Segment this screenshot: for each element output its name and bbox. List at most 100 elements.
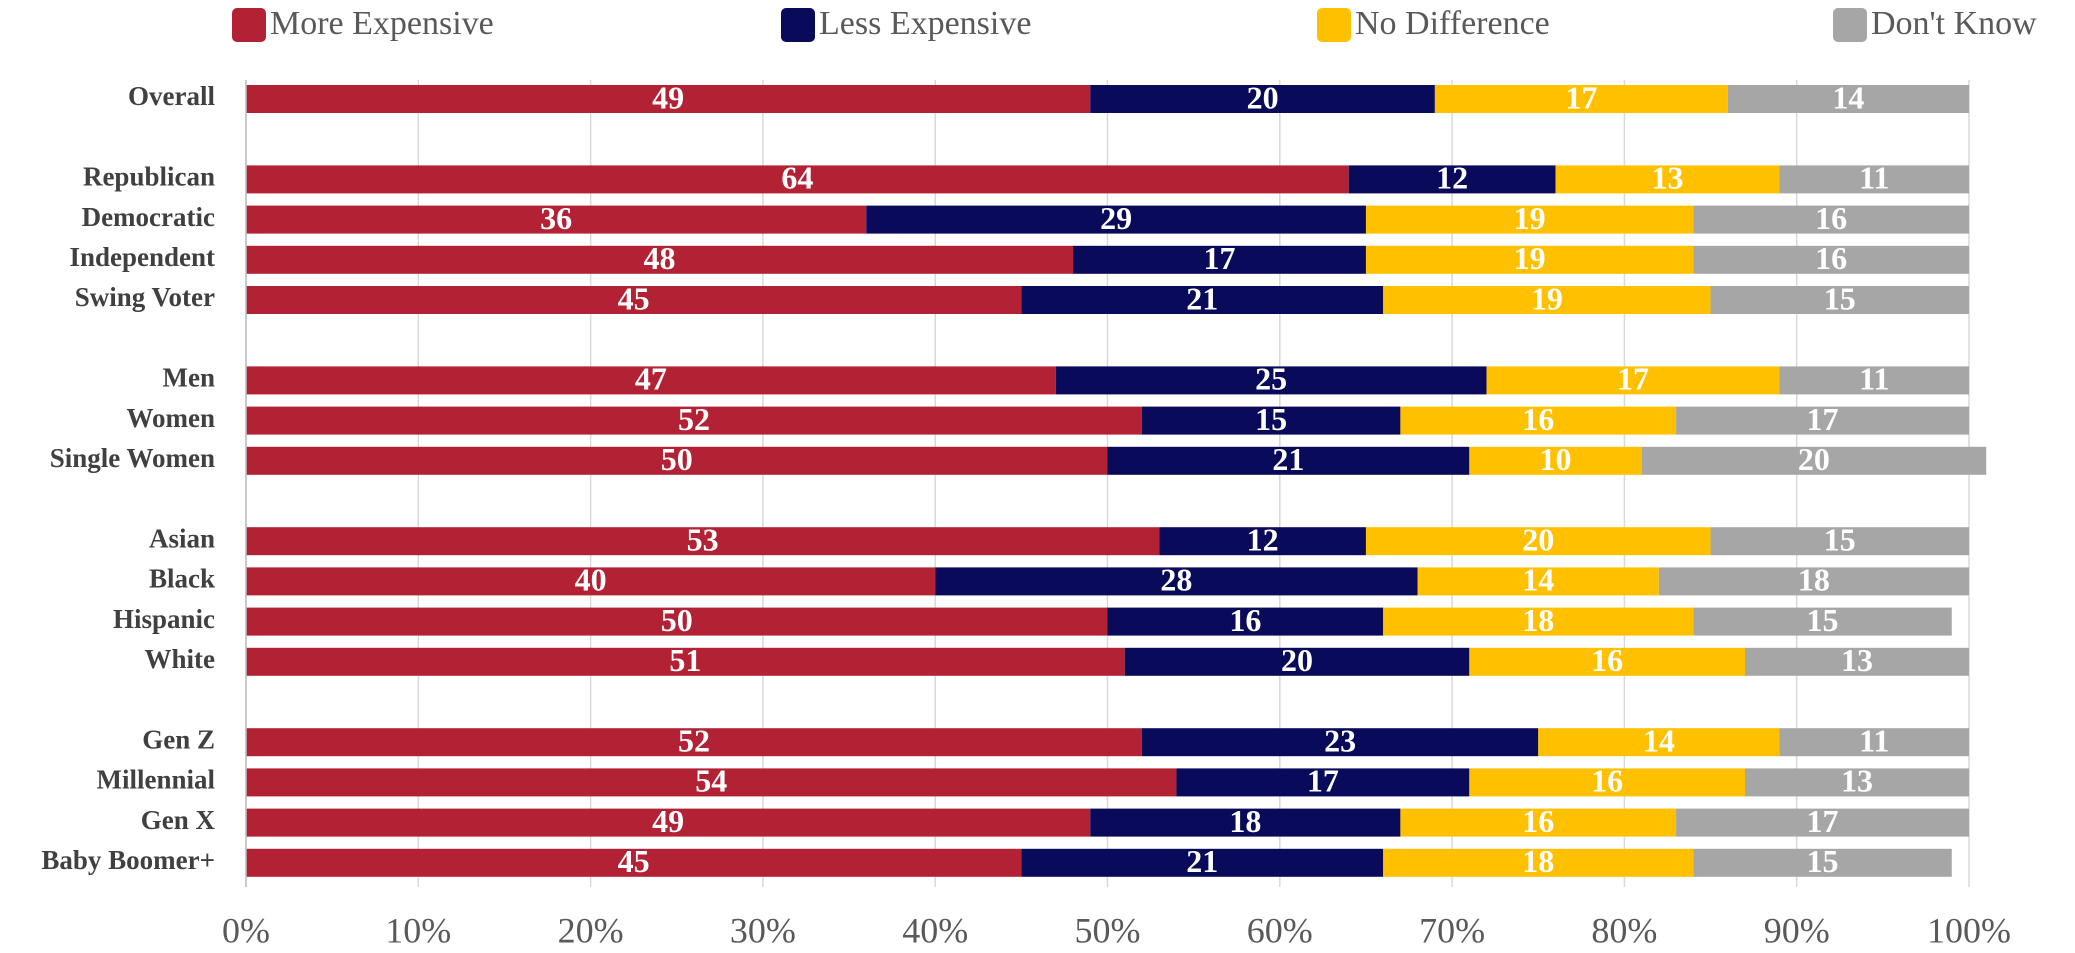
- bar-segment: [1348, 165, 1556, 194]
- data-label: 21: [1186, 843, 1218, 879]
- data-label: 15: [1824, 280, 1856, 316]
- data-label: 50: [661, 441, 693, 477]
- bar-segment: [1693, 848, 1952, 877]
- x-tick-label: 90%: [1764, 910, 1830, 950]
- data-label: 18: [1522, 843, 1554, 879]
- bar-segment: [1021, 848, 1384, 877]
- bar-segment: [866, 205, 1366, 234]
- x-tick-label: 80%: [1591, 910, 1657, 950]
- y-tick-label: Overall: [128, 81, 215, 111]
- x-tick-label: 60%: [1247, 910, 1313, 950]
- bar-segment: [1693, 205, 1969, 234]
- y-tick-label: Asian: [149, 523, 215, 553]
- data-label: 51: [669, 642, 701, 678]
- bar-segment: [1124, 647, 1470, 676]
- bar-segment: [1779, 728, 1969, 757]
- bar-segment: [1710, 286, 1969, 314]
- y-tick-label: Independent: [69, 242, 215, 272]
- bar-segment: [1021, 286, 1384, 314]
- data-label: 20: [1798, 441, 1830, 477]
- bar-segment: [1107, 607, 1384, 636]
- y-tick-label: White: [145, 644, 216, 674]
- data-label: 15: [1807, 843, 1839, 879]
- data-label: 17: [1307, 763, 1339, 799]
- legend-label: Less Expensive: [819, 5, 1031, 42]
- bar-segment: [246, 85, 1091, 113]
- bar-segment: [1538, 728, 1780, 757]
- bar-segment: [1469, 446, 1642, 475]
- y-tick-label: Black: [149, 564, 215, 594]
- bar-segment: [1365, 245, 1694, 274]
- bar-segment: [246, 165, 1349, 194]
- bar-segment: [246, 205, 867, 234]
- bar-segment: [1469, 768, 1746, 797]
- bar-segment: [1555, 165, 1780, 194]
- bar-segment: [1383, 286, 1711, 314]
- data-label: 12: [1247, 522, 1279, 558]
- data-label: 40: [575, 562, 607, 598]
- data-label: 11: [1859, 361, 1889, 397]
- y-tick-label: Gen Z: [142, 724, 215, 754]
- data-label: 54: [695, 763, 727, 799]
- data-label: 12: [1436, 160, 1468, 196]
- bar-segment: [246, 647, 1125, 676]
- bar-segment: [1400, 808, 1677, 837]
- data-label: 13: [1651, 160, 1683, 196]
- data-label: 11: [1859, 160, 1889, 196]
- data-label: 49: [652, 803, 684, 839]
- bar-segment: [1710, 527, 1969, 556]
- data-label: 23: [1324, 723, 1356, 759]
- bar-segment: [1090, 808, 1401, 837]
- legend-swatch: [1833, 8, 1867, 42]
- data-label: 18: [1229, 803, 1261, 839]
- y-tick-label: Democratic: [82, 202, 215, 232]
- legend-label: Don't Know: [1871, 5, 2037, 42]
- data-label: 50: [661, 602, 693, 638]
- data-label: 20: [1247, 79, 1279, 115]
- data-label: 16: [1815, 240, 1847, 276]
- y-tick-label: Baby Boomer+: [41, 845, 215, 875]
- y-tick-label: Women: [126, 403, 215, 433]
- x-tick-label: 100%: [1927, 910, 2011, 950]
- data-label: 25: [1255, 361, 1287, 397]
- x-tick-label: 50%: [1075, 910, 1141, 950]
- bar-segment: [246, 527, 1160, 556]
- data-label: 20: [1522, 522, 1554, 558]
- bar-segment: [1676, 808, 1969, 837]
- y-tick-label: Swing Voter: [75, 282, 215, 312]
- bar-segment: [246, 366, 1056, 395]
- data-label: 17: [1203, 240, 1235, 276]
- data-label: 19: [1514, 200, 1546, 236]
- bar-segment: [246, 567, 936, 596]
- data-label: 18: [1798, 562, 1830, 598]
- bar-segment: [1693, 607, 1952, 636]
- data-label: 64: [781, 160, 813, 196]
- x-tick-label: 70%: [1419, 910, 1485, 950]
- bar-segment: [1383, 848, 1694, 877]
- data-label: 16: [1522, 401, 1554, 437]
- bar-segment: [246, 848, 1022, 877]
- legend-swatch: [232, 8, 266, 42]
- data-label: 48: [644, 240, 676, 276]
- bar-segment: [1469, 647, 1746, 676]
- data-label: 21: [1272, 441, 1304, 477]
- data-label: 52: [678, 723, 710, 759]
- bar-segment: [1641, 446, 1987, 475]
- data-label: 17: [1807, 401, 1839, 437]
- bar-segment: [1693, 245, 1969, 274]
- bar-segment: [246, 286, 1022, 314]
- x-tick-label: 10%: [385, 910, 451, 950]
- data-label: 16: [1591, 642, 1623, 678]
- data-label: 17: [1617, 361, 1649, 397]
- data-label: 10: [1539, 441, 1571, 477]
- y-tick-label: Men: [163, 363, 215, 393]
- bar-segment: [1434, 85, 1728, 113]
- legend-label: More Expensive: [270, 5, 494, 42]
- data-label: 11: [1859, 723, 1889, 759]
- data-label: 18: [1522, 602, 1554, 638]
- data-label: 20: [1281, 642, 1313, 678]
- data-label: 29: [1100, 200, 1132, 236]
- data-label: 49: [652, 79, 684, 115]
- bar-segment: [246, 768, 1177, 797]
